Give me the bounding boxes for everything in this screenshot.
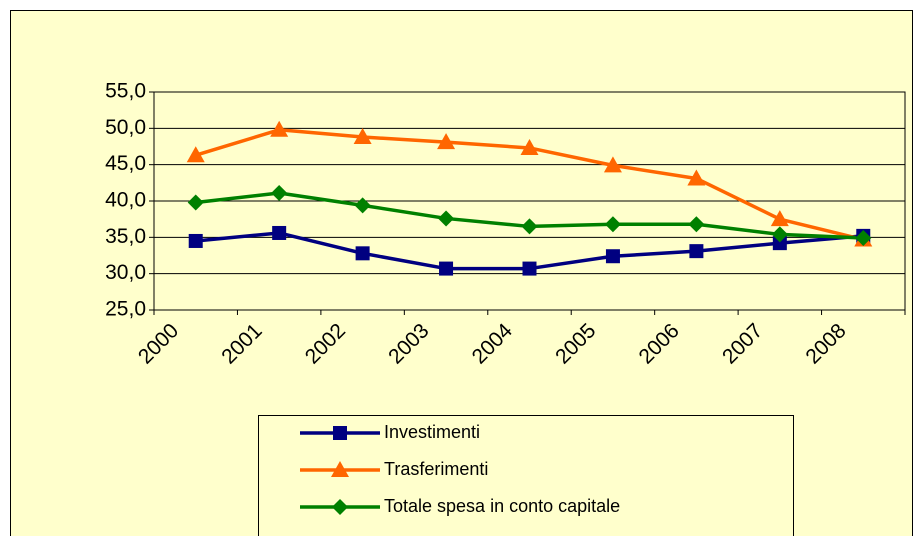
marker [855, 230, 872, 247]
marker [439, 261, 454, 276]
marker [522, 261, 537, 276]
marker [772, 236, 787, 251]
marker [603, 156, 622, 173]
marker [520, 138, 539, 155]
y-tick-label: 25,0 [105, 298, 146, 321]
y-tick-label: 35,0 [105, 225, 146, 248]
marker [331, 461, 349, 477]
marker [687, 169, 706, 186]
marker [332, 499, 348, 515]
marker [188, 233, 203, 248]
marker [270, 120, 289, 137]
marker [605, 249, 620, 264]
marker [689, 244, 704, 259]
marker [770, 210, 789, 227]
legend-label: Totale spesa in conto capitale [384, 496, 620, 516]
y-tick-label: 55,0 [105, 80, 146, 103]
plot-border [153, 91, 906, 311]
y-tick-label: 40,0 [105, 189, 146, 212]
marker [521, 218, 538, 235]
y-tick-label: 50,0 [105, 116, 146, 139]
marker [355, 246, 370, 261]
legend-label: Investimenti [384, 422, 480, 442]
marker [272, 225, 287, 240]
marker [688, 216, 705, 233]
marker [437, 133, 456, 150]
marker [186, 146, 205, 163]
marker [771, 226, 788, 243]
marker [354, 197, 371, 214]
legend: Investimenti Trasferimenti Totale spesa in… [258, 415, 794, 536]
marker [187, 194, 204, 211]
marker [604, 216, 621, 233]
legend-label: Trasferimenti [384, 459, 488, 479]
marker [438, 210, 455, 227]
marker [333, 426, 347, 440]
marker [271, 185, 288, 202]
y-tick-label: 45,0 [105, 152, 146, 175]
marker [353, 128, 372, 145]
y-tick-label: 30,0 [105, 261, 146, 284]
